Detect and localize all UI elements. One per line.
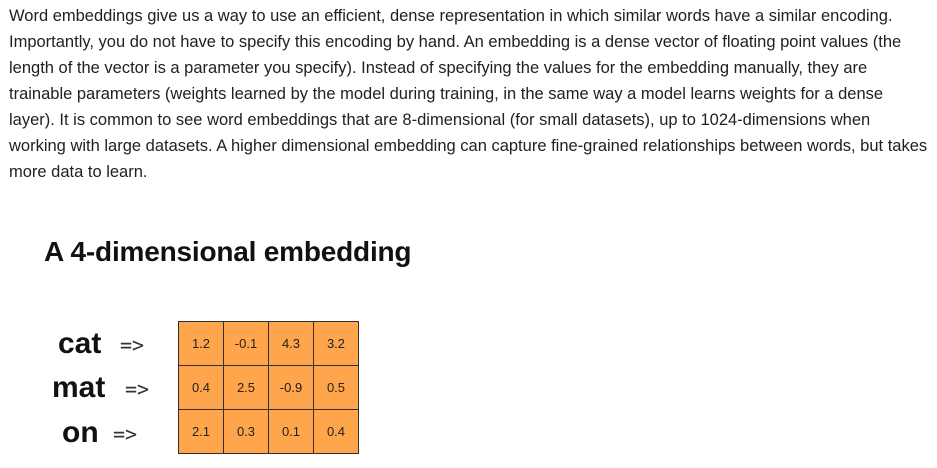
embedding-cell: 0.3: [223, 409, 269, 454]
embedding-cell: 3.2: [313, 321, 359, 366]
embedding-cell: 0.4: [313, 409, 359, 454]
embedding-table: 1.2 -0.1 4.3 3.2 0.4 2.5 -0.9 0.5 2.1 0.…: [178, 321, 359, 454]
embedding-cell: 2.5: [223, 365, 269, 410]
embedding-word-cat: cat: [58, 327, 102, 360]
embedding-word-on: on: [62, 416, 99, 449]
embedding-cell: 0.5: [313, 365, 359, 410]
embedding-word-mat: mat: [52, 371, 106, 404]
embedding-cell: -0.9: [268, 365, 314, 410]
intro-paragraph: Word embeddings give us a way to use an …: [9, 7, 928, 181]
mapping-arrow: =>: [113, 422, 138, 446]
embedding-cell: 0.4: [178, 365, 224, 410]
embedding-cell: 4.3: [268, 321, 314, 366]
embedding-cell: 1.2: [178, 321, 224, 366]
mapping-arrow: =>: [120, 333, 145, 357]
embedding-cell: 2.1: [178, 409, 224, 454]
figure-title: A 4-dimensional embedding: [44, 236, 412, 267]
mapping-arrow: =>: [125, 377, 150, 401]
embedding-row-on: 2.1 0.3 0.1 0.4: [178, 409, 359, 454]
embedding-row-cat: 1.2 -0.1 4.3 3.2: [178, 321, 359, 366]
embedding-cell: 0.1: [268, 409, 314, 454]
embedding-row-mat: 0.4 2.5 -0.9 0.5: [178, 365, 359, 410]
embedding-cell: -0.1: [223, 321, 269, 366]
